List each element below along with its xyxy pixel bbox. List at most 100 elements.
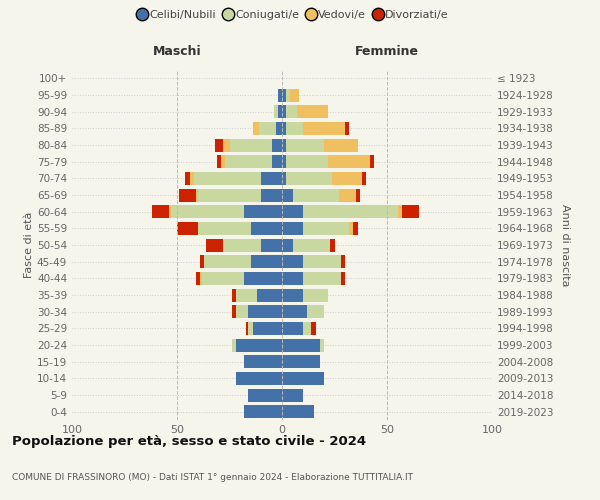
Bar: [236, 288, 257, 302]
Bar: [229, 138, 271, 151]
Bar: [194, 172, 261, 185]
Bar: [303, 272, 341, 285]
Bar: [286, 88, 290, 102]
Bar: [353, 222, 358, 235]
Bar: [271, 138, 282, 151]
Bar: [226, 155, 271, 168]
Bar: [215, 138, 223, 151]
Bar: [232, 288, 236, 302]
Bar: [282, 272, 303, 285]
Bar: [303, 255, 341, 268]
Bar: [198, 222, 251, 235]
Bar: [349, 222, 353, 235]
Bar: [202, 272, 244, 285]
Bar: [282, 88, 286, 102]
Bar: [253, 122, 259, 135]
Bar: [293, 238, 331, 252]
Bar: [236, 338, 282, 351]
Bar: [236, 305, 248, 318]
Bar: [179, 188, 196, 202]
Bar: [278, 105, 282, 118]
Bar: [307, 305, 324, 318]
Bar: [261, 188, 282, 202]
Bar: [282, 388, 303, 402]
Bar: [303, 122, 345, 135]
Text: Maschi: Maschi: [152, 46, 202, 59]
Text: Popolazione per età, sesso e stato civile - 2024: Popolazione per età, sesso e stato civil…: [12, 435, 366, 448]
Bar: [303, 222, 349, 235]
Bar: [303, 205, 398, 218]
Bar: [370, 155, 374, 168]
Bar: [293, 188, 338, 202]
Bar: [286, 138, 324, 151]
Bar: [170, 205, 244, 218]
Bar: [338, 188, 355, 202]
Bar: [282, 322, 303, 335]
Bar: [185, 172, 190, 185]
Bar: [217, 155, 221, 168]
Legend: Celibi/Nubili, Coniugati/e, Vedovi/e, Divorziati/e: Celibi/Nubili, Coniugati/e, Vedovi/e, Di…: [135, 6, 453, 25]
Bar: [253, 322, 282, 335]
Bar: [248, 322, 253, 335]
Bar: [244, 205, 282, 218]
Bar: [282, 155, 286, 168]
Bar: [259, 122, 276, 135]
Bar: [398, 205, 402, 218]
Bar: [244, 355, 282, 368]
Bar: [257, 288, 282, 302]
Bar: [221, 155, 226, 168]
Bar: [332, 172, 362, 185]
Bar: [286, 155, 328, 168]
Bar: [247, 322, 248, 335]
Bar: [206, 238, 223, 252]
Bar: [341, 255, 345, 268]
Bar: [261, 238, 282, 252]
Bar: [169, 205, 171, 218]
Bar: [251, 255, 282, 268]
Bar: [303, 322, 311, 335]
Bar: [244, 272, 282, 285]
Bar: [331, 238, 335, 252]
Bar: [282, 238, 293, 252]
Bar: [282, 172, 286, 185]
Bar: [282, 288, 303, 302]
Bar: [282, 205, 303, 218]
Bar: [248, 305, 282, 318]
Bar: [303, 288, 328, 302]
Bar: [232, 338, 236, 351]
Bar: [282, 222, 303, 235]
Bar: [177, 222, 198, 235]
Bar: [286, 172, 332, 185]
Bar: [196, 272, 200, 285]
Bar: [236, 372, 282, 385]
Bar: [296, 105, 328, 118]
Bar: [282, 372, 324, 385]
Bar: [286, 122, 303, 135]
Bar: [223, 138, 229, 151]
Bar: [282, 255, 303, 268]
Bar: [362, 172, 366, 185]
Bar: [196, 188, 198, 202]
Bar: [286, 105, 296, 118]
Bar: [282, 305, 307, 318]
Y-axis label: Anni di nascita: Anni di nascita: [560, 204, 570, 286]
Bar: [271, 155, 282, 168]
Bar: [328, 155, 370, 168]
Bar: [244, 405, 282, 418]
Bar: [320, 338, 324, 351]
Bar: [200, 272, 202, 285]
Bar: [282, 355, 320, 368]
Bar: [282, 105, 286, 118]
Bar: [274, 105, 278, 118]
Bar: [223, 238, 261, 252]
Bar: [355, 188, 360, 202]
Text: COMUNE DI FRASSINORO (MO) - Dati ISTAT 1° gennaio 2024 - Elaborazione TUTTITALIA: COMUNE DI FRASSINORO (MO) - Dati ISTAT 1…: [12, 472, 413, 482]
Bar: [152, 205, 169, 218]
Bar: [204, 255, 251, 268]
Bar: [345, 122, 349, 135]
Bar: [282, 405, 314, 418]
Bar: [251, 222, 282, 235]
Bar: [311, 322, 316, 335]
Bar: [200, 255, 204, 268]
Bar: [282, 122, 286, 135]
